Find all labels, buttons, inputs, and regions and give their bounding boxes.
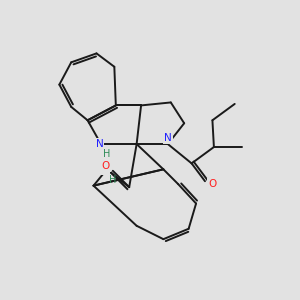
Text: N: N (96, 139, 103, 149)
Text: H: H (109, 175, 116, 185)
Text: N: N (164, 133, 172, 143)
Text: O: O (208, 179, 217, 189)
Text: O: O (101, 161, 110, 171)
Text: H: H (103, 149, 110, 160)
Text: N: N (101, 164, 109, 174)
